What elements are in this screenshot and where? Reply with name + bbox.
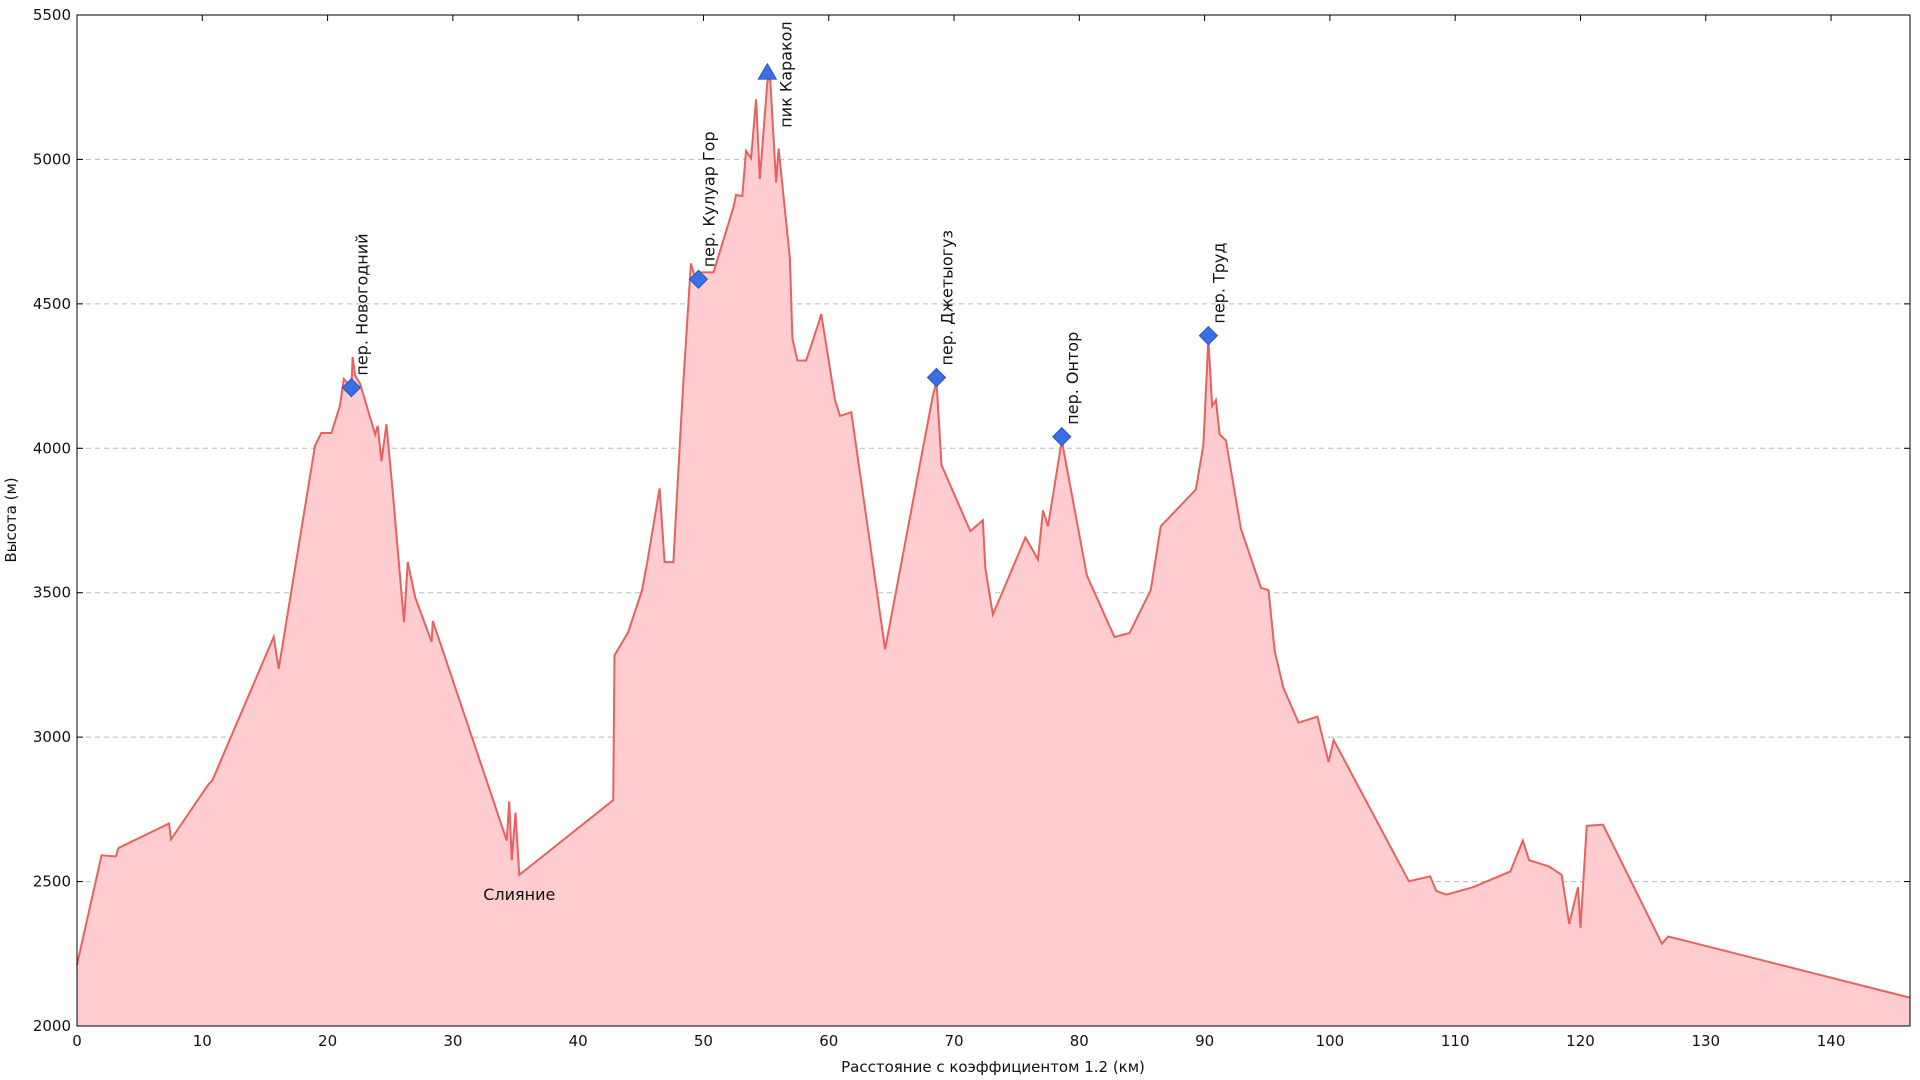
peak-label: пик Каракол	[776, 21, 795, 127]
y-axis-label: Высота (м)	[2, 477, 20, 562]
x-tick-label: 50	[694, 1032, 713, 1050]
peak-label: пер. Труд	[1209, 243, 1228, 324]
peak-marker	[1052, 427, 1072, 447]
peak-label: пер. Онтор	[1063, 332, 1082, 425]
y-tick-label: 2000	[33, 1017, 71, 1035]
x-tick-label: 20	[318, 1032, 337, 1050]
peak-marker	[341, 377, 362, 398]
x-tick-label: 120	[1566, 1032, 1595, 1050]
peak-marker	[688, 269, 709, 290]
x-tick-label: 70	[944, 1032, 963, 1050]
x-tick-label: 90	[1195, 1032, 1214, 1050]
y-tick-label: 3000	[33, 728, 71, 746]
y-tick-label: 2500	[33, 873, 71, 891]
peak-marker	[1198, 325, 1219, 346]
plot-frame	[76, 14, 1911, 1027]
x-tick-label: 60	[819, 1032, 838, 1050]
peak-marker	[757, 62, 778, 80]
y-tick-label: 5500	[33, 6, 71, 24]
y-tick-label: 5000	[33, 150, 71, 168]
x-tick-label: 40	[569, 1032, 588, 1050]
x-tick-label: 80	[1070, 1032, 1089, 1050]
y-tick-label: 4500	[33, 295, 71, 313]
x-tick-label: 30	[443, 1032, 462, 1050]
x-tick-label: 0	[72, 1032, 82, 1050]
x-tick-label: 140	[1817, 1032, 1846, 1050]
peak-label: пер. Джетыогуз	[937, 230, 956, 366]
y-tick-label: 3500	[33, 584, 71, 602]
x-axis-label: Расстояние с коэффициентом 1.2 (км)	[841, 1058, 1145, 1076]
annotation: Слияние	[483, 885, 555, 904]
area-fill	[77, 73, 1910, 1027]
x-tick-label: 130	[1691, 1032, 1720, 1050]
profile-line	[76, 73, 1911, 999]
peak-label: пер. Кулуар Гор	[699, 131, 718, 267]
peak-label: пер. Новогодний	[352, 233, 371, 375]
x-tick-label: 10	[193, 1032, 212, 1050]
x-tick-label: 110	[1441, 1032, 1470, 1050]
peak-marker	[926, 367, 947, 388]
y-tick-label: 4000	[33, 439, 71, 457]
x-tick-label: 100	[1316, 1032, 1345, 1050]
